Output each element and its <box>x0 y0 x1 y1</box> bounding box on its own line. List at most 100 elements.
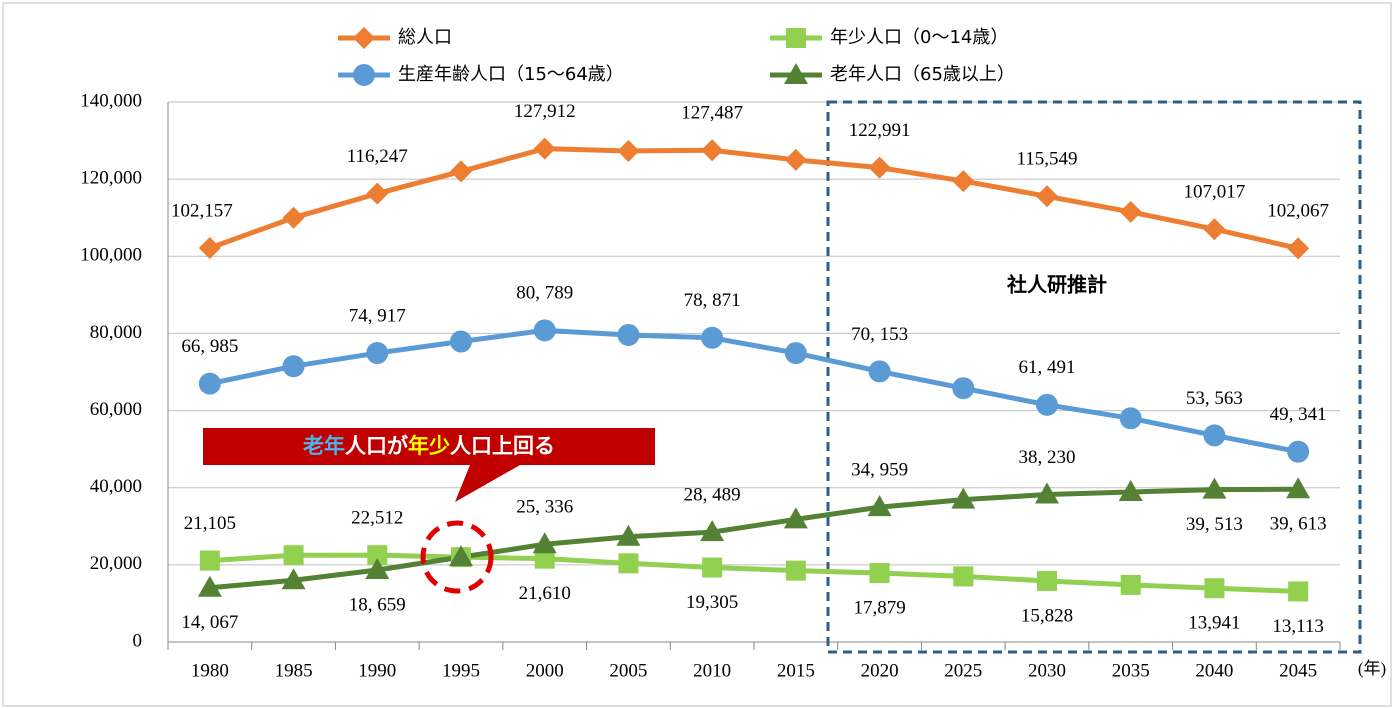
marker <box>784 148 807 171</box>
marker <box>786 28 806 48</box>
callout-part: 老年 <box>303 434 345 458</box>
marker <box>1203 218 1226 241</box>
data-label: 53, 563 <box>1186 388 1243 409</box>
callout-part: 人口が <box>345 434 408 458</box>
marker <box>785 560 806 581</box>
y-tick-label: 80,000 <box>90 322 142 343</box>
callout-text: 老年人口が年少人口上回る <box>303 434 555 458</box>
marker <box>784 342 807 365</box>
y-tick-label: 60,000 <box>90 399 142 420</box>
marker <box>1286 477 1311 499</box>
data-label: 13,941 <box>1188 613 1240 634</box>
marker <box>534 548 555 569</box>
marker <box>450 330 472 353</box>
marker <box>1287 237 1310 260</box>
y-tick-label: 20,000 <box>90 553 142 574</box>
marker <box>367 545 388 566</box>
marker <box>1119 407 1142 430</box>
marker <box>1118 479 1143 501</box>
marker <box>868 156 891 179</box>
marker <box>450 160 472 183</box>
marker <box>869 563 890 584</box>
x-tick-label: 2020 <box>861 660 899 681</box>
data-label: 116,247 <box>347 146 408 167</box>
x-tick-label: 1980 <box>191 660 229 681</box>
data-label: 49, 341 <box>1270 404 1327 425</box>
data-label: 34, 959 <box>851 460 908 481</box>
data-label: 21,610 <box>519 583 571 604</box>
marker <box>353 64 375 86</box>
y-tick-label: 120,000 <box>80 168 142 189</box>
marker <box>952 377 975 400</box>
x-tick-label: 1990 <box>358 660 396 681</box>
marker <box>868 360 891 383</box>
legend-label: 老年人口（65歳以上） <box>830 64 1015 85</box>
marker <box>1288 581 1309 602</box>
x-tick-label: 2015 <box>777 660 815 681</box>
data-label: 38, 230 <box>1019 447 1076 468</box>
data-label: 127,912 <box>514 101 576 122</box>
data-label: 15,828 <box>1021 605 1073 626</box>
marker <box>533 319 556 342</box>
y-tick-label: 40,000 <box>90 476 142 497</box>
data-label: 102,067 <box>1267 201 1329 222</box>
x-tick-label: 1995 <box>442 660 480 681</box>
callout-part: 人口上回る <box>450 434 555 458</box>
marker <box>1202 477 1227 499</box>
marker <box>197 575 222 597</box>
data-label: 107,017 <box>1184 182 1246 203</box>
marker <box>1120 574 1141 595</box>
x-tick-label: 2000 <box>526 660 564 681</box>
data-label: 39, 613 <box>1270 514 1327 535</box>
data-label: 80, 789 <box>516 283 573 304</box>
x-tick-label: 2035 <box>1112 660 1150 681</box>
data-label: 127,487 <box>681 103 743 124</box>
x-tick-label: 1985 <box>275 660 313 681</box>
legend-label: 総人口 <box>398 27 452 48</box>
data-label: 115,549 <box>1016 149 1077 170</box>
marker <box>783 507 808 529</box>
marker <box>366 342 389 365</box>
marker <box>701 326 724 349</box>
marker <box>1036 393 1058 416</box>
data-label: 74, 917 <box>349 305 406 326</box>
marker <box>1287 440 1310 463</box>
data-label: 66, 985 <box>181 336 238 357</box>
marker <box>1203 424 1226 447</box>
data-label: 14, 067 <box>181 612 238 633</box>
marker <box>616 524 641 546</box>
series-line <box>209 552 1299 594</box>
marker <box>953 566 974 587</box>
marker <box>1119 200 1142 223</box>
data-label: 13,113 <box>1272 616 1324 637</box>
data-label: 28, 489 <box>684 484 741 505</box>
marker <box>1035 482 1059 504</box>
series-line <box>209 486 1299 591</box>
marker <box>283 545 304 566</box>
data-label: 39, 513 <box>1186 514 1243 535</box>
data-label: 61, 491 <box>1019 357 1076 378</box>
x-tick-label: 2010 <box>693 660 731 681</box>
y-tick-label: 100,000 <box>80 245 142 266</box>
y-tick-label: 140,000 <box>80 90 142 111</box>
marker <box>532 532 557 554</box>
marker <box>449 545 473 567</box>
marker <box>1037 570 1057 591</box>
callout-box <box>203 428 655 502</box>
marker <box>784 63 808 84</box>
callout-part: 年少 <box>408 434 450 458</box>
x-tick-label: 2030 <box>1028 660 1066 681</box>
marker <box>282 206 305 229</box>
marker <box>198 236 221 259</box>
data-label: 78, 871 <box>684 290 741 311</box>
y-tick-label: 0 <box>133 630 143 651</box>
series-line <box>209 327 1299 455</box>
data-label: 19,305 <box>686 592 738 613</box>
data-label: 122,991 <box>849 120 911 141</box>
data-label: 102,157 <box>171 200 233 221</box>
data-label: 18, 659 <box>349 594 406 615</box>
marker <box>199 550 220 571</box>
marker <box>533 137 556 160</box>
